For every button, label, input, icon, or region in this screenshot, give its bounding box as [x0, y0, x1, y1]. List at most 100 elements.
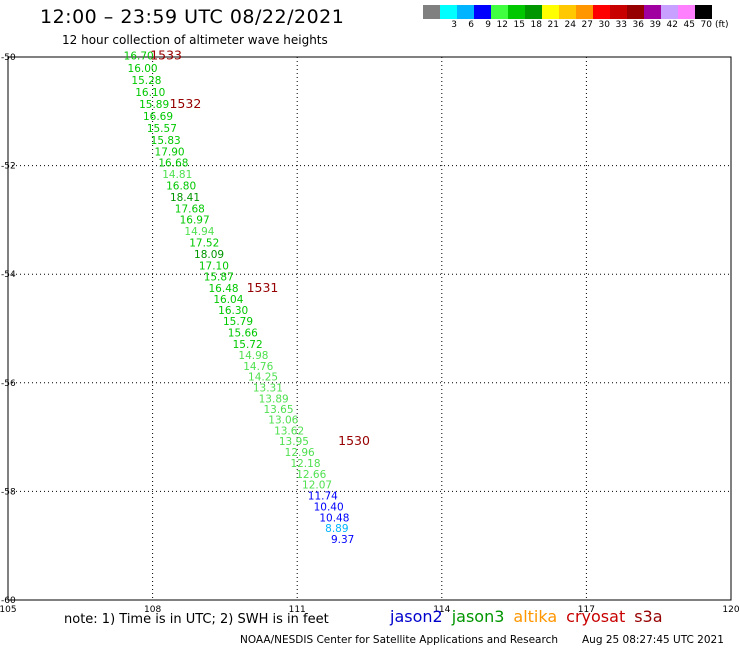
- swh-value-label: 17.68: [175, 203, 205, 215]
- color-scale-label: 30: [598, 20, 610, 30]
- color-scale-label: 27: [581, 20, 593, 30]
- chart-title: 12:00 – 23:59 UTC 08/22/2021: [40, 6, 345, 28]
- y-tick-label: -52: [1, 162, 16, 172]
- color-scale-label: 12: [496, 20, 508, 30]
- swh-value-label: 15.79: [223, 316, 253, 328]
- swh-value-label: 15.83: [151, 135, 181, 147]
- swh-value-label: 10.40: [314, 501, 344, 513]
- footer-note: note: 1) Time is in UTC; 2) SWH is in fe…: [64, 612, 329, 627]
- swh-value-label: 16.68: [158, 158, 188, 170]
- swh-value-label: 12.96: [285, 447, 315, 459]
- swh-value-label: 16.48: [209, 283, 239, 295]
- track-number-label: 1530: [338, 433, 370, 448]
- track-number-label: 1533: [150, 48, 182, 63]
- x-tick-label: 105: [0, 605, 17, 615]
- color-scale-label: 3: [451, 20, 457, 30]
- track-number-label: 1531: [247, 280, 279, 295]
- color-swatch-16: [695, 5, 712, 19]
- chart-subtitle: 12 hour collection of altimeter wave hei…: [62, 33, 328, 47]
- swh-value-label: 17.90: [155, 146, 185, 158]
- color-scale-swatches: [423, 5, 729, 19]
- color-swatch-5: [508, 5, 525, 19]
- swh-value-label: 12.07: [302, 480, 332, 492]
- swh-value-label: 15.28: [131, 75, 161, 87]
- y-tick-label: -56: [1, 379, 16, 389]
- color-scale-label: 15: [513, 20, 525, 30]
- color-swatch-10: [593, 5, 610, 19]
- color-swatch-12: [627, 5, 644, 19]
- color-scale-labels: 3 6 9 12 15 18 21 24 27 30 33 36 39 42 45 70 (ft): [423, 19, 728, 31]
- swh-value-label: 14.76: [243, 361, 273, 373]
- swh-value-label: 13.31: [253, 382, 283, 394]
- color-swatch-11: [610, 5, 627, 19]
- swh-value-label: 14.98: [238, 350, 268, 362]
- color-swatch-6: [525, 5, 542, 19]
- mission-legend: jason2 jason3 altika cryosat s3a: [390, 607, 672, 626]
- swh-value-label: 11.74: [308, 491, 338, 503]
- color-scale-label: 36: [632, 20, 644, 30]
- color-swatch-3: [474, 5, 491, 19]
- swh-value-label: 15.66: [228, 328, 258, 340]
- swh-value-label: 16.00: [128, 63, 158, 75]
- swh-value-label: 9.37: [331, 534, 354, 546]
- color-swatch-2: [457, 5, 474, 19]
- swh-value-label: 15.57: [147, 123, 177, 135]
- swh-value-label: 15.89: [139, 99, 169, 111]
- color-swatch-9: [576, 5, 593, 19]
- swh-value-label: 12.18: [290, 458, 320, 470]
- x-tick-label: 108: [144, 605, 161, 615]
- color-swatch-1: [440, 5, 457, 19]
- swh-value-label: 14.25: [248, 372, 278, 384]
- swh-value-label: 17.10: [199, 260, 229, 272]
- swh-value-label: 17.52: [189, 238, 219, 250]
- swh-value-label: 16.69: [143, 111, 173, 123]
- y-tick-label: -50: [1, 53, 16, 63]
- swh-value-label: 13.89: [259, 393, 289, 405]
- swh-value-label: 13.62: [274, 425, 304, 437]
- swh-value-label: 14.94: [184, 226, 214, 238]
- color-swatch-4: [491, 5, 508, 19]
- y-tick-label: -58: [1, 487, 16, 497]
- generation-timestamp: Aug 25 08:27:45 UTC 2021: [582, 634, 724, 646]
- swh-value-label: 16.80: [166, 180, 196, 192]
- x-tick-label: 120: [722, 605, 739, 615]
- swh-value-label: 16.10: [135, 87, 165, 99]
- credit-line: NOAA/NESDIS Center for Satellite Applica…: [240, 634, 558, 646]
- y-tick-label: -60: [1, 596, 16, 606]
- swh-value-label: 16.97: [180, 215, 210, 227]
- color-scale-label: 24: [564, 20, 576, 30]
- swh-value-label: 12.66: [296, 469, 326, 481]
- swh-value-label: 16.30: [218, 305, 248, 317]
- swh-value-label: 16.70: [124, 51, 154, 63]
- color-swatch-13: [644, 5, 661, 19]
- swh-value-label: 15.72: [233, 339, 263, 351]
- x-tick-label: 111: [289, 605, 306, 615]
- swh-value-label: 13.65: [263, 404, 293, 416]
- plot-frame: [7, 56, 732, 601]
- swh-value-label: 15.87: [204, 272, 234, 284]
- color-swatch-15: [678, 5, 695, 19]
- mission-s3a: s3a: [634, 607, 663, 626]
- color-scale-legend: 3 6 9 12 15 18 21 24 27 30 33 36 39 42 45 70 (ft): [423, 5, 729, 31]
- color-swatch-14: [661, 5, 678, 19]
- mission-jason2: jason2: [390, 607, 443, 626]
- color-scale-label: 33: [615, 20, 627, 30]
- y-tick-label: -54: [1, 270, 16, 280]
- mission-cryosat: cryosat: [566, 607, 626, 626]
- color-scale-label: 18: [530, 20, 542, 30]
- swh-value-label: 13.06: [268, 415, 298, 427]
- color-scale-label: 45: [683, 20, 695, 30]
- color-scale-label: 6: [468, 20, 474, 30]
- color-scale-label: 42: [666, 20, 678, 30]
- color-swatch-0: [423, 5, 440, 19]
- swh-value-label: 8.89: [325, 523, 348, 535]
- color-scale-label: 70: [700, 20, 712, 30]
- mission-jason3: jason3: [451, 607, 505, 626]
- swh-value-label: 14.81: [162, 169, 192, 181]
- swh-value-label: 16.04: [213, 294, 243, 306]
- swh-value-label: 18.09: [194, 249, 224, 261]
- color-scale-label: 9: [485, 20, 491, 30]
- color-scale-label: 39: [649, 20, 661, 30]
- color-swatch-7: [542, 5, 559, 19]
